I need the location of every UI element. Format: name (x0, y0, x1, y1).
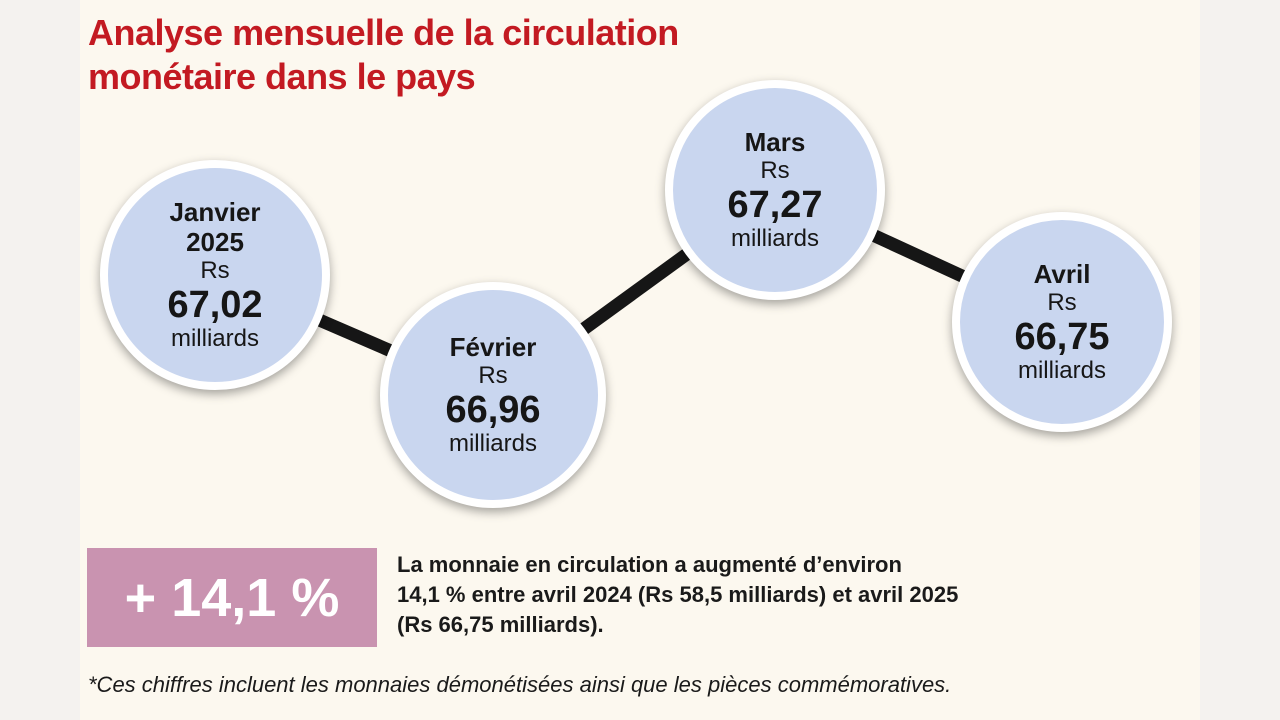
amount: 66,96 (445, 389, 541, 431)
month-circle: Février Rs 66,96 milliards (380, 282, 606, 508)
text-line: (Rs 66,75 milliards). (397, 612, 604, 637)
amount: 67,27 (727, 184, 823, 226)
month-label: Janvier (169, 197, 261, 227)
currency: Rs (1047, 289, 1077, 316)
month-label: Mars (744, 127, 806, 157)
unit: milliards (1017, 357, 1106, 384)
month-circle: Mars Rs 67,27 milliards (665, 80, 885, 300)
month-label: Avril (1033, 259, 1091, 289)
title-line: monétaire dans le pays (88, 56, 476, 97)
highlight-text: La monnaie en circulation a augmenté d’e… (397, 550, 958, 640)
amount: 66,75 (1014, 316, 1110, 358)
highlight-figure: + 14,1 % (87, 548, 377, 647)
currency: Rs (478, 362, 508, 389)
currency: Rs (200, 257, 230, 284)
text-line: La monnaie en circulation a augmenté d’e… (397, 552, 902, 577)
month-label: Février (449, 332, 537, 362)
unit: milliards (170, 325, 259, 352)
unit: milliards (448, 430, 537, 457)
unit: milliards (730, 225, 819, 252)
month-label: 2025 (186, 227, 244, 257)
footnote: *Ces chiffres incluent les monnaies démo… (88, 672, 952, 697)
amount: 67,02 (167, 284, 263, 326)
text-line: 14,1 % entre avril 2024 (Rs 58,5 milliar… (397, 582, 959, 607)
currency: Rs (760, 157, 790, 184)
month-circle: Avril Rs 66,75 milliards (952, 212, 1172, 432)
month-circle: Janvier 2025 Rs 67,02 milliards (100, 160, 330, 390)
title-line: Analyse mensuelle de la circulation (88, 12, 679, 53)
